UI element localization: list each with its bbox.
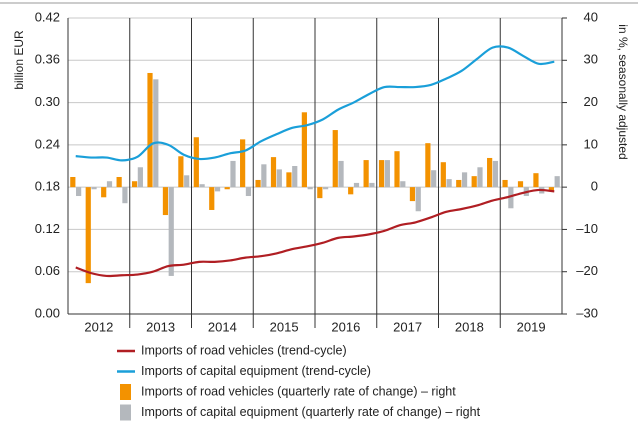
x-tick-label: 2012 xyxy=(84,319,113,334)
y2-tick-label: 40 xyxy=(584,9,598,24)
bar xyxy=(184,175,190,188)
bar xyxy=(446,179,452,188)
trend-line xyxy=(75,188,555,278)
bar xyxy=(106,181,113,188)
bar xyxy=(85,187,91,284)
bar xyxy=(168,187,174,276)
x-tick-label: 2017 xyxy=(393,319,422,334)
y-tick-label: 0.18 xyxy=(35,179,60,194)
y-tick-label: 0.36 xyxy=(35,52,60,67)
bar xyxy=(178,156,184,188)
bar xyxy=(477,167,483,188)
y2-tick-label: 10 xyxy=(584,136,598,151)
bar xyxy=(517,181,524,188)
bar xyxy=(76,187,82,197)
bar xyxy=(394,151,400,188)
legend-swatch xyxy=(120,404,131,421)
bar xyxy=(415,187,421,212)
bar xyxy=(199,184,205,188)
bar xyxy=(332,130,338,188)
bar xyxy=(431,170,437,188)
legend-label: Imports of capital equipment (quarterly … xyxy=(141,405,481,419)
bar xyxy=(153,79,159,188)
y-axis-label: billion EUR xyxy=(12,30,26,90)
bar xyxy=(286,172,292,188)
bar xyxy=(369,182,375,188)
bar xyxy=(230,160,236,188)
legend-swatch xyxy=(120,384,131,400)
bar xyxy=(70,176,76,188)
x-tick-label: 2014 xyxy=(208,319,237,334)
bar xyxy=(101,187,107,198)
legend-label: Imports of road vehicles (trend-cycle) xyxy=(141,343,347,357)
bar xyxy=(492,160,499,188)
y2-tick-label: 20 xyxy=(584,94,598,109)
legend-label: Imports of road vehicles (quarterly rate… xyxy=(141,384,456,398)
x-tick-label: 2013 xyxy=(146,319,175,334)
x-tick-label: 2019 xyxy=(517,319,546,334)
bar xyxy=(214,187,221,192)
bar xyxy=(292,166,298,188)
bar xyxy=(548,187,554,191)
bar xyxy=(554,176,560,188)
bar xyxy=(353,182,360,188)
bar xyxy=(440,162,446,188)
y2-tick-label: –30 xyxy=(576,305,598,320)
bar xyxy=(409,187,416,202)
bar xyxy=(307,187,313,190)
y-tick-label: 0.24 xyxy=(35,136,60,151)
bar xyxy=(91,187,97,190)
bar xyxy=(533,173,539,188)
bar xyxy=(162,187,169,216)
bar xyxy=(270,157,277,188)
bar xyxy=(425,143,431,188)
bar xyxy=(147,72,153,188)
bar xyxy=(122,187,128,204)
bar xyxy=(261,164,267,188)
bar xyxy=(363,160,369,188)
bar xyxy=(245,187,252,197)
bar xyxy=(508,187,514,209)
y2-tick-label: –10 xyxy=(576,221,598,236)
bar xyxy=(487,157,493,188)
bar xyxy=(317,187,323,199)
y-tick-label: 0.12 xyxy=(35,221,60,236)
bar xyxy=(378,160,385,188)
y2-tick-label: 0 xyxy=(591,179,598,194)
y2-tick-label: 30 xyxy=(584,52,598,67)
bar xyxy=(384,160,390,188)
bar xyxy=(209,187,215,210)
bar xyxy=(348,187,354,195)
bar xyxy=(224,187,230,190)
bar xyxy=(276,169,282,188)
x-tick-label: 2018 xyxy=(455,319,484,334)
bar xyxy=(131,181,138,188)
bar xyxy=(240,139,246,188)
bar xyxy=(400,181,406,188)
y-tick-label: 0.42 xyxy=(35,9,60,24)
bar xyxy=(301,112,307,188)
bar xyxy=(456,179,462,188)
bar xyxy=(116,176,122,188)
legend-label: Imports of capital equipment (trend-cycl… xyxy=(141,364,371,378)
bar xyxy=(193,137,199,188)
trend-line xyxy=(75,45,555,162)
y-tick-label: 0.00 xyxy=(35,305,60,320)
bar xyxy=(338,160,344,188)
y2-tick-label: –20 xyxy=(576,263,598,278)
y-tick-label: 0.30 xyxy=(35,94,60,109)
bar xyxy=(137,167,143,188)
bar xyxy=(255,179,261,188)
bar xyxy=(461,172,468,188)
x-tick-label: 2016 xyxy=(331,319,360,334)
bar xyxy=(471,176,477,188)
x-tick-label: 2015 xyxy=(270,319,299,334)
bar xyxy=(502,179,508,188)
y-tick-label: 0.06 xyxy=(35,263,60,278)
y2-axis-label: in %, seasonally adjusted xyxy=(616,24,630,159)
bar xyxy=(323,187,329,190)
